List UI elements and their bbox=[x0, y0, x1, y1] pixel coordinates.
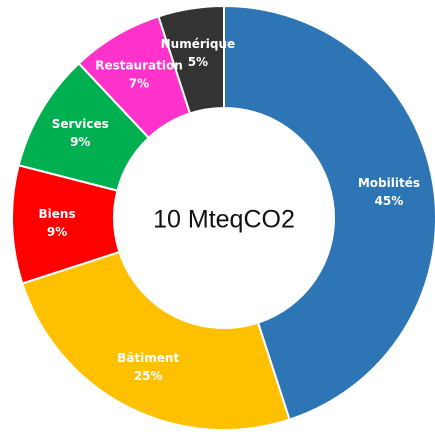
slice-percent-label: 9% bbox=[47, 225, 67, 239]
donut-slice-5 bbox=[157, 4, 225, 115]
slices-layer bbox=[11, 4, 435, 431]
slice-percent-label: 45% bbox=[375, 194, 404, 208]
slice-category-label: Services bbox=[52, 117, 109, 131]
slice-percent-label: 9% bbox=[70, 135, 90, 149]
donut-slice-1 bbox=[21, 250, 291, 431]
center-total-label: 10 MteqCO2 bbox=[153, 206, 295, 234]
slice-percent-label: 5% bbox=[188, 55, 208, 69]
slice-percent-label: 25% bbox=[134, 369, 163, 383]
slice-category-label: Biens bbox=[39, 207, 76, 221]
labels-layer: Mobilités 45% Bâtiment 25% Biens 9% Services 9%… bbox=[39, 37, 420, 383]
slice-category-label: Numérique bbox=[161, 37, 236, 51]
slice-category-label: Restauration bbox=[95, 58, 183, 72]
slice-percent-label: 7% bbox=[129, 76, 149, 90]
slice-category-label: Bâtiment bbox=[117, 351, 179, 365]
donut-slice-0 bbox=[223, 4, 435, 421]
slice-category-label: Mobilités bbox=[358, 176, 420, 190]
